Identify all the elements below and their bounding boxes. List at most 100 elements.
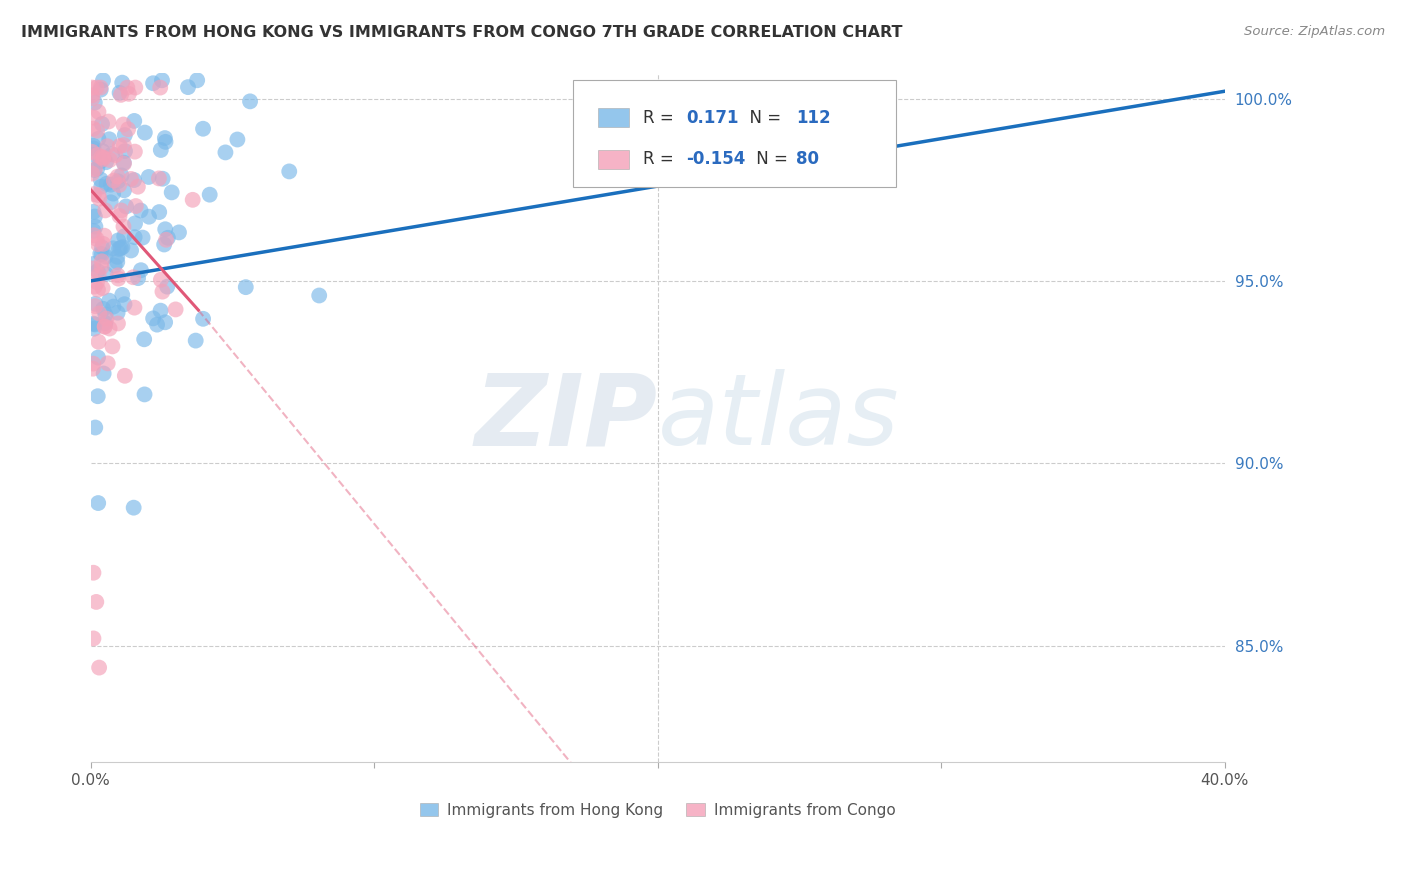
Point: [91, 240, 114, 254]
Point: [96, 311, 118, 326]
Point: [111, 76, 134, 90]
Point: [84, 299, 107, 313]
Point: [107, 268, 129, 283]
Point: [138, 169, 160, 184]
Point: [82, 224, 104, 238]
Text: N =: N =: [740, 109, 787, 127]
Point: [84, 595, 107, 609]
Point: [152, 285, 174, 299]
Point: [184, 334, 207, 348]
Text: N =: N =: [751, 150, 793, 169]
Point: [167, 226, 190, 240]
Point: [110, 87, 132, 102]
Point: [83, 210, 105, 224]
Point: [84, 318, 107, 332]
Point: [131, 230, 153, 244]
Point: [82, 632, 104, 646]
Point: [87, 188, 110, 202]
Point: [84, 219, 107, 234]
Point: [82, 147, 104, 161]
Text: 112: 112: [796, 109, 831, 127]
Point: [98, 132, 121, 146]
Point: [91, 152, 114, 166]
Point: [84, 420, 107, 434]
Point: [127, 179, 149, 194]
Point: [101, 241, 124, 255]
Point: [108, 86, 131, 100]
Point: [97, 114, 120, 128]
Point: [165, 302, 187, 317]
Point: [149, 273, 172, 287]
Point: [103, 300, 125, 314]
Point: [94, 155, 117, 169]
Point: [98, 153, 121, 167]
Point: [91, 144, 114, 158]
Point: [124, 301, 146, 315]
Point: [107, 271, 129, 285]
Point: [91, 281, 114, 295]
Point: [87, 283, 110, 297]
Point: [89, 154, 111, 169]
Point: [83, 187, 105, 202]
Point: [153, 131, 176, 145]
Point: [94, 250, 117, 264]
Point: [235, 280, 257, 294]
Point: [83, 322, 105, 336]
Point: [84, 162, 107, 177]
Point: [87, 237, 110, 252]
Point: [82, 361, 104, 376]
Point: [108, 209, 131, 223]
Point: [83, 95, 105, 110]
Point: [94, 267, 117, 281]
Point: [148, 171, 170, 186]
Point: [86, 264, 108, 278]
Point: [91, 301, 114, 316]
Point: [112, 183, 135, 197]
Point: [80, 88, 103, 103]
Point: [110, 203, 132, 218]
Point: [110, 241, 132, 255]
Point: [155, 233, 177, 247]
Point: [120, 244, 142, 258]
Point: [86, 161, 108, 176]
Point: [124, 80, 146, 95]
Point: [114, 144, 136, 158]
Point: [105, 255, 128, 269]
Point: [87, 351, 110, 365]
Point: [82, 357, 104, 371]
Point: [90, 80, 112, 95]
Point: [86, 232, 108, 246]
Text: ZIP: ZIP: [475, 369, 658, 467]
Point: [122, 270, 145, 285]
Point: [82, 566, 104, 580]
Point: [191, 311, 214, 326]
Point: [103, 173, 125, 187]
Point: [91, 73, 114, 87]
Point: [107, 234, 129, 248]
Point: [90, 260, 112, 274]
Point: [100, 195, 122, 210]
Point: [149, 303, 172, 318]
Point: [107, 169, 129, 184]
Point: [181, 193, 204, 207]
Point: [124, 230, 146, 244]
Point: [129, 263, 152, 277]
Point: [156, 279, 179, 293]
Point: [90, 247, 112, 261]
Point: [155, 135, 177, 149]
Point: [80, 145, 103, 159]
Point: [107, 174, 129, 188]
Point: [110, 169, 132, 183]
Point: [112, 156, 135, 170]
Point: [101, 186, 124, 201]
Text: R =: R =: [643, 109, 679, 127]
Text: IMMIGRANTS FROM HONG KONG VS IMMIGRANTS FROM CONGO 7TH GRADE CORRELATION CHART: IMMIGRANTS FROM HONG KONG VS IMMIGRANTS …: [21, 25, 903, 40]
Point: [104, 259, 127, 273]
Point: [239, 95, 262, 109]
Point: [149, 80, 172, 95]
Point: [129, 203, 152, 218]
Point: [83, 163, 105, 178]
Point: [117, 80, 139, 95]
Point: [214, 145, 236, 160]
Point: [278, 164, 301, 178]
